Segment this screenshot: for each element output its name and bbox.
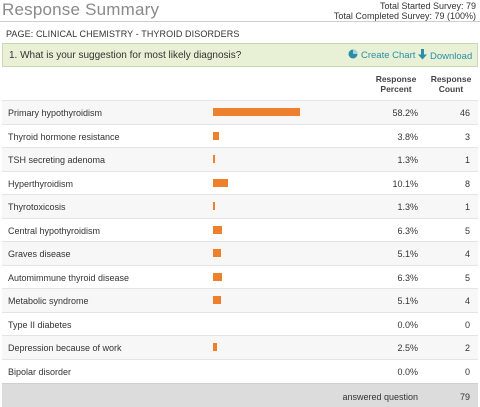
response-bar	[213, 249, 221, 257]
table-row: Central hypothyroidism 6.3% 5	[2, 217, 478, 242]
answered-question-label: answered question	[342, 392, 418, 402]
response-percent: 0.0%	[397, 366, 418, 377]
percent-header-line1: Response	[375, 74, 417, 84]
survey-totals: Total Started Survey: 79 Total Completed…	[334, 1, 476, 21]
response-percent: 2.5%	[397, 343, 418, 353]
response-percent: 6.3%	[397, 225, 418, 236]
response-count: 5	[464, 272, 470, 283]
response-bar	[213, 272, 223, 281]
response-count-header: Response Count	[428, 74, 474, 94]
response-percent: 58.2%	[392, 108, 418, 118]
response-count: 0	[464, 319, 470, 330]
answer-label: Automimmune thyroid disease	[8, 272, 130, 283]
download-label: Download	[430, 50, 473, 62]
page-title: Response Summary	[2, 0, 160, 19]
response-percent: 0.0%	[397, 319, 418, 330]
response-bar	[213, 178, 229, 187]
answer-label: Metabolic syndrome	[8, 296, 89, 306]
answer-label: Primary hypothyroidism	[8, 108, 103, 118]
answered-question-count: 79	[459, 392, 470, 402]
answer-label: Thyroid hormone resistance	[8, 131, 120, 142]
response-bar	[213, 155, 215, 163]
create-chart-label: Create Chart	[361, 50, 416, 61]
table-row: Depression because of work 2.5% 2	[2, 335, 478, 359]
download-arrow-icon	[418, 49, 427, 63]
download-button[interactable]: Download	[418, 49, 472, 63]
answer-label: Type II diabetes	[8, 319, 72, 330]
percent-header-line2: Percent	[380, 84, 412, 94]
response-percent: 5.1%	[397, 296, 418, 306]
answer-label: Central hypothyroidism	[8, 225, 101, 236]
header-divider	[0, 21, 480, 22]
response-percent-header: Response Percent	[364, 74, 428, 94]
answer-label: Graves disease	[8, 249, 71, 259]
response-bar	[213, 225, 223, 234]
count-header-line1: Response	[430, 74, 472, 84]
response-percent: 6.3%	[397, 272, 418, 283]
total-completed: Total Completed Survey: 79 (100%)	[333, 11, 476, 21]
count-header-line2: Count	[438, 84, 464, 94]
response-percent: 1.3%	[397, 155, 418, 165]
table-row: TSH secreting adenoma 1.3% 1	[2, 147, 478, 171]
answered-question-row: answered question 79	[2, 383, 478, 407]
answer-label: Thyrotoxicosis	[8, 202, 66, 212]
response-bar	[213, 296, 221, 304]
response-bar	[213, 202, 215, 210]
table-row: Primary hypothyroidism 58.2% 46	[2, 100, 478, 124]
answer-label: TSH secreting adenoma	[8, 155, 106, 165]
total-started: Total Started Survey: 79	[379, 1, 476, 11]
create-chart-button[interactable]: Create Chart	[348, 49, 415, 62]
response-count: 1	[464, 155, 470, 165]
response-percent: 3.8%	[397, 131, 418, 142]
pie-chart-icon	[348, 49, 358, 62]
response-bar	[213, 343, 217, 351]
response-count: 4	[464, 249, 470, 259]
table-row: Type II diabetes 0.0% 0	[2, 311, 478, 336]
response-percent: 5.1%	[397, 249, 418, 259]
response-count: 1	[464, 202, 470, 212]
response-bar	[213, 131, 219, 140]
table-row: Automimmune thyroid disease 6.3% 5	[2, 264, 478, 289]
table-row: Thyrotoxicosis 1.3% 1	[2, 194, 478, 218]
table-row: Thyroid hormone resistance 3.8% 3	[2, 123, 478, 148]
table-row: Hyperthyroidism 10.1% 8	[2, 170, 478, 195]
response-count: 4	[464, 296, 470, 306]
answer-label: Depression because of work	[8, 343, 122, 353]
response-percent: 1.3%	[397, 202, 418, 212]
page-label: PAGE: CLINICAL CHEMISTRY - THYROID DISOR…	[6, 29, 240, 39]
table-row: Graves disease 5.1% 4	[2, 241, 478, 265]
response-count: 0	[464, 366, 470, 377]
response-table: Primary hypothyroidism 58.2% 46 Thyroid hor…	[2, 100, 478, 382]
response-count: 46	[459, 108, 470, 118]
response-count: 3	[464, 131, 470, 142]
response-count: 2	[464, 343, 470, 353]
table-row: Bipolar disorder 0.0% 0	[2, 358, 478, 383]
question-text: 1. What is your suggestion for most like…	[9, 50, 242, 61]
table-row: Metabolic syndrome 5.1% 4	[2, 288, 478, 312]
answer-label: Hyperthyroidism	[8, 178, 74, 189]
summary-header: Response Summary Total Started Survey: 7…	[0, 0, 480, 22]
question-bar: 1. What is your suggestion for most like…	[2, 43, 478, 67]
response-count: 5	[464, 225, 470, 236]
answer-label: Bipolar disorder	[8, 366, 72, 377]
response-bar	[213, 108, 301, 116]
response-count: 8	[464, 178, 470, 189]
response-percent: 10.1%	[392, 178, 418, 189]
